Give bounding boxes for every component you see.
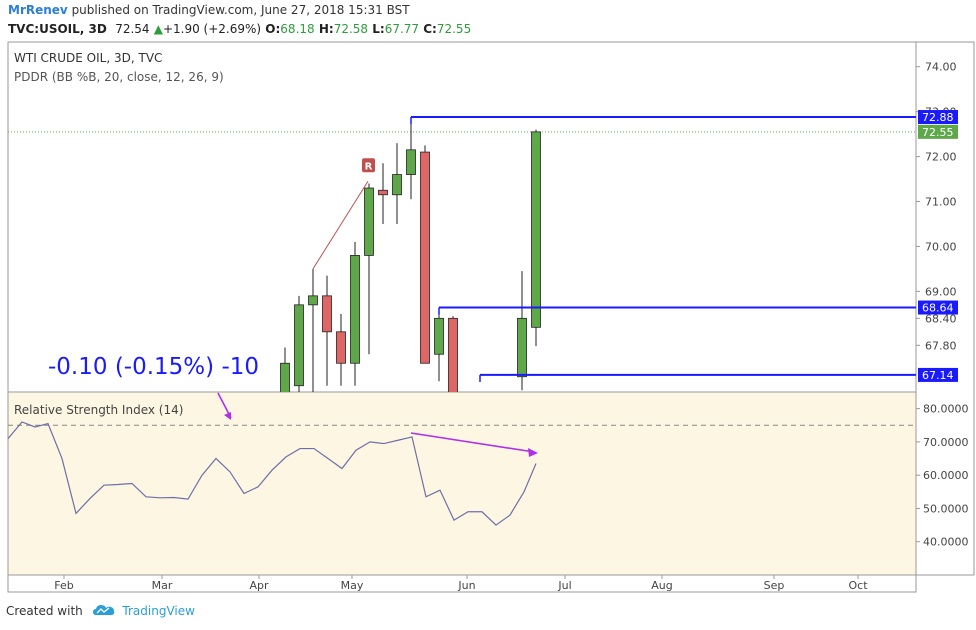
rsi-tick-label: 40.0000 — [923, 536, 969, 549]
publish-info: MrRenev published on TradingView.com, Ju… — [8, 3, 410, 17]
rsi-pane[interactable] — [7, 391, 917, 576]
candle[interactable] — [434, 307, 444, 382]
price-tick-label: 70.00 — [925, 240, 957, 253]
price-tick-label: 71.00 — [925, 195, 957, 208]
tradingview-link[interactable]: TradingView — [122, 604, 195, 618]
level-line[interactable] — [479, 373, 916, 382]
candle[interactable] — [420, 145, 430, 364]
symbol-label: TVC:USOIL, 3D — [8, 22, 107, 36]
main-plot: R — [8, 116, 916, 417]
time-axis[interactable] — [7, 574, 917, 593]
price-tick-label: 69.00 — [925, 285, 957, 298]
author-link[interactable]: MrRenev — [8, 3, 68, 17]
footer: Created with TradingView — [6, 604, 195, 619]
close-value: 72.55 — [436, 22, 472, 36]
price-tick-label: 74.00 — [925, 61, 957, 74]
rsi-pane-title: Relative Strength Index (14) — [14, 403, 183, 417]
time-tick-label: Apr — [249, 579, 269, 592]
publish-text: published on TradingView.com, June 27, 2… — [67, 3, 410, 17]
candle[interactable] — [531, 129, 541, 347]
indicator-label: PDDR (BB %B, 20, close, 12, 26, 9) — [14, 70, 224, 84]
price-tick-label: 67.80 — [925, 339, 957, 352]
candle[interactable] — [308, 268, 318, 395]
change-value: +1.90 (+2.69%) — [162, 22, 262, 36]
price-tick-label: 72.00 — [925, 151, 957, 164]
time-tick-label: Jul — [557, 579, 571, 592]
up-arrow-icon: ▲ — [153, 22, 163, 36]
time-tick-label: Oct — [848, 579, 868, 592]
level-price-tag: 72.88 — [918, 110, 958, 125]
time-scale: Feb Mar Apr May Jun Jul Aug Sep Oct — [54, 575, 868, 592]
candle[interactable] — [378, 163, 388, 224]
candle[interactable] — [448, 316, 458, 417]
level-price-tag: 68.64 — [918, 300, 958, 315]
open-label: O: — [265, 22, 281, 36]
level-line[interactable] — [438, 306, 916, 315]
rsi-tick-label: 80.0000 — [923, 403, 969, 416]
rsi-tick-label: 50.0000 — [923, 502, 969, 515]
divergence-arrow-right[interactable] — [410, 432, 538, 457]
time-tick-label: May — [341, 579, 364, 592]
candle[interactable] — [364, 183, 374, 355]
time-tick-label: Aug — [651, 579, 672, 592]
candle[interactable] — [336, 313, 346, 386]
high-label: H: — [318, 22, 334, 36]
trend-line — [312, 181, 369, 270]
svg-text:R: R — [365, 161, 373, 172]
time-tick-label: Feb — [54, 579, 73, 592]
rsi-plot — [7, 421, 916, 526]
last-price-tag: 72.55 — [918, 124, 958, 139]
tradingview-cloud-icon — [92, 604, 115, 619]
price-scale: 74.0073.0072.0071.0070.0069.0068.4067.80… — [916, 61, 969, 549]
low-value: 67.77 — [384, 22, 420, 36]
rsi-line[interactable] — [7, 421, 537, 526]
svg-text:72.88: 72.88 — [922, 111, 954, 124]
candle[interactable] — [294, 295, 304, 395]
rsi-tick-label: 70.0000 — [923, 436, 969, 449]
chart-canvas[interactable]: WTI CRUDE OIL, 3D, TVC PDDR (BB %B, 20, … — [0, 40, 976, 600]
low-label: L: — [372, 22, 385, 36]
main-pane[interactable] — [7, 41, 917, 393]
overlay-change-text: -0.10 (-0.15%) -10 — [48, 354, 259, 380]
ohlc-legend: TVC:USOIL, 3D 72.54 ▲+1.90 (+2.69%) O:68… — [8, 22, 471, 36]
last-price-value: 72.54 — [115, 22, 150, 36]
price-tick-label: 68.40 — [925, 312, 957, 325]
candle[interactable] — [406, 117, 416, 200]
main-pane-title: WTI CRUDE OIL, 3D, TVC — [14, 51, 162, 65]
r-marker[interactable]: R — [362, 158, 375, 173]
svg-text:67.14: 67.14 — [922, 369, 954, 382]
time-tick-label: Mar — [152, 579, 173, 592]
candle[interactable] — [322, 275, 332, 386]
candle[interactable] — [517, 271, 527, 391]
candle[interactable] — [280, 347, 290, 413]
level-line[interactable] — [410, 116, 916, 125]
level-price-tag: 67.14 — [918, 367, 958, 382]
svg-text:72.55: 72.55 — [922, 126, 954, 139]
rsi-tick-label: 60.0000 — [923, 469, 969, 482]
time-tick-label: Jun — [457, 579, 475, 592]
high-value: 72.58 — [333, 22, 369, 36]
svg-text:68.64: 68.64 — [922, 302, 954, 315]
divergence-arrow-left[interactable] — [217, 392, 232, 420]
candle[interactable] — [350, 241, 360, 386]
time-tick-label: Sep — [764, 579, 785, 592]
candle[interactable] — [392, 143, 402, 224]
created-with-label: Created with — [6, 604, 83, 618]
close-label: C: — [423, 22, 437, 36]
open-value: 68.18 — [280, 22, 315, 36]
